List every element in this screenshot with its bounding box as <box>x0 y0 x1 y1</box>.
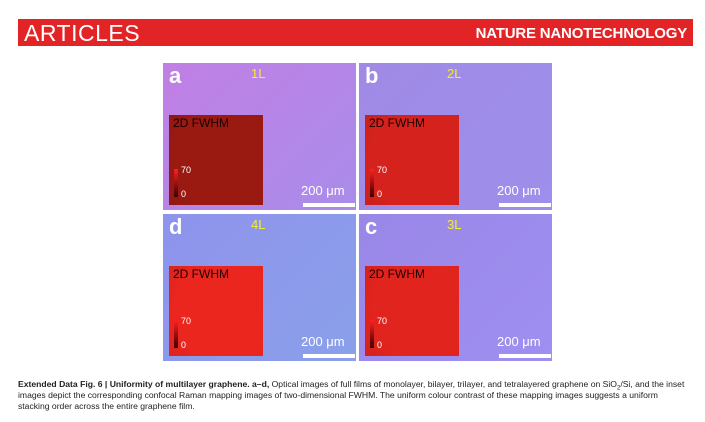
panel-a: a 1L 2D FWHM 70 0 200 μm <box>163 63 356 210</box>
colorbar <box>370 320 374 348</box>
panel-letter: d <box>169 214 182 240</box>
figure-caption: Extended Data Fig. 6 | Uniformity of mul… <box>18 379 690 412</box>
colorbar <box>174 169 178 197</box>
layer-label: 3L <box>447 217 461 232</box>
panel-letter: b <box>365 63 378 89</box>
caption-text-1: Optical images of full films of monolaye… <box>272 379 617 389</box>
scale-bar-line <box>499 354 551 358</box>
raman-map-inset: 2D FWHM 70 0 <box>365 115 459 205</box>
scale-bar-label: 200 μm <box>497 183 552 198</box>
scale-bar-line <box>499 203 551 207</box>
scale-bar-line <box>303 203 355 207</box>
scale-bar-label: 200 μm <box>497 334 552 349</box>
panel-b: b 2L 2D FWHM 70 0 200 μm <box>359 63 552 210</box>
journal-name: NATURE NANOTECHNOLOGY <box>476 25 687 42</box>
inset-label: 2D FWHM <box>173 267 229 281</box>
journal-header-bar: ARTICLES NATURE NANOTECHNOLOGY <box>18 19 693 46</box>
raman-map-inset: 2D FWHM 70 0 <box>169 115 263 205</box>
caption-figure-label: Extended Data Fig. 6 | Uniformity of mul… <box>18 379 250 389</box>
colorbar-min: 0 <box>377 340 382 350</box>
inset-label: 2D FWHM <box>369 116 425 130</box>
layer-label: 2L <box>447 66 461 81</box>
colorbar-min: 0 <box>181 340 186 350</box>
scale-bar-line <box>303 354 355 358</box>
raman-map-inset: 2D FWHM 70 0 <box>365 266 459 356</box>
scale-bar-label: 200 μm <box>301 334 356 349</box>
colorbar-max: 70 <box>181 316 191 326</box>
panel-c: c 3L 2D FWHM 70 0 200 μm <box>359 214 552 361</box>
raman-map-inset: 2D FWHM 70 0 <box>169 266 263 356</box>
inset-label: 2D FWHM <box>369 267 425 281</box>
colorbar-min: 0 <box>377 189 382 199</box>
section-title: ARTICLES <box>24 20 140 47</box>
colorbar-max: 70 <box>181 165 191 175</box>
panel-d: d 4L 2D FWHM 70 0 200 μm <box>163 214 356 361</box>
layer-label: 1L <box>251 66 265 81</box>
colorbar <box>174 320 178 348</box>
colorbar-min: 0 <box>181 189 186 199</box>
layer-label: 4L <box>251 217 265 232</box>
colorbar-max: 70 <box>377 316 387 326</box>
colorbar-max: 70 <box>377 165 387 175</box>
panel-letter: c <box>365 214 377 240</box>
colorbar <box>370 169 374 197</box>
caption-panel-ref: a–d, <box>252 379 269 389</box>
panel-letter: a <box>169 63 181 89</box>
scale-bar-label: 200 μm <box>301 183 356 198</box>
inset-label: 2D FWHM <box>173 116 229 130</box>
